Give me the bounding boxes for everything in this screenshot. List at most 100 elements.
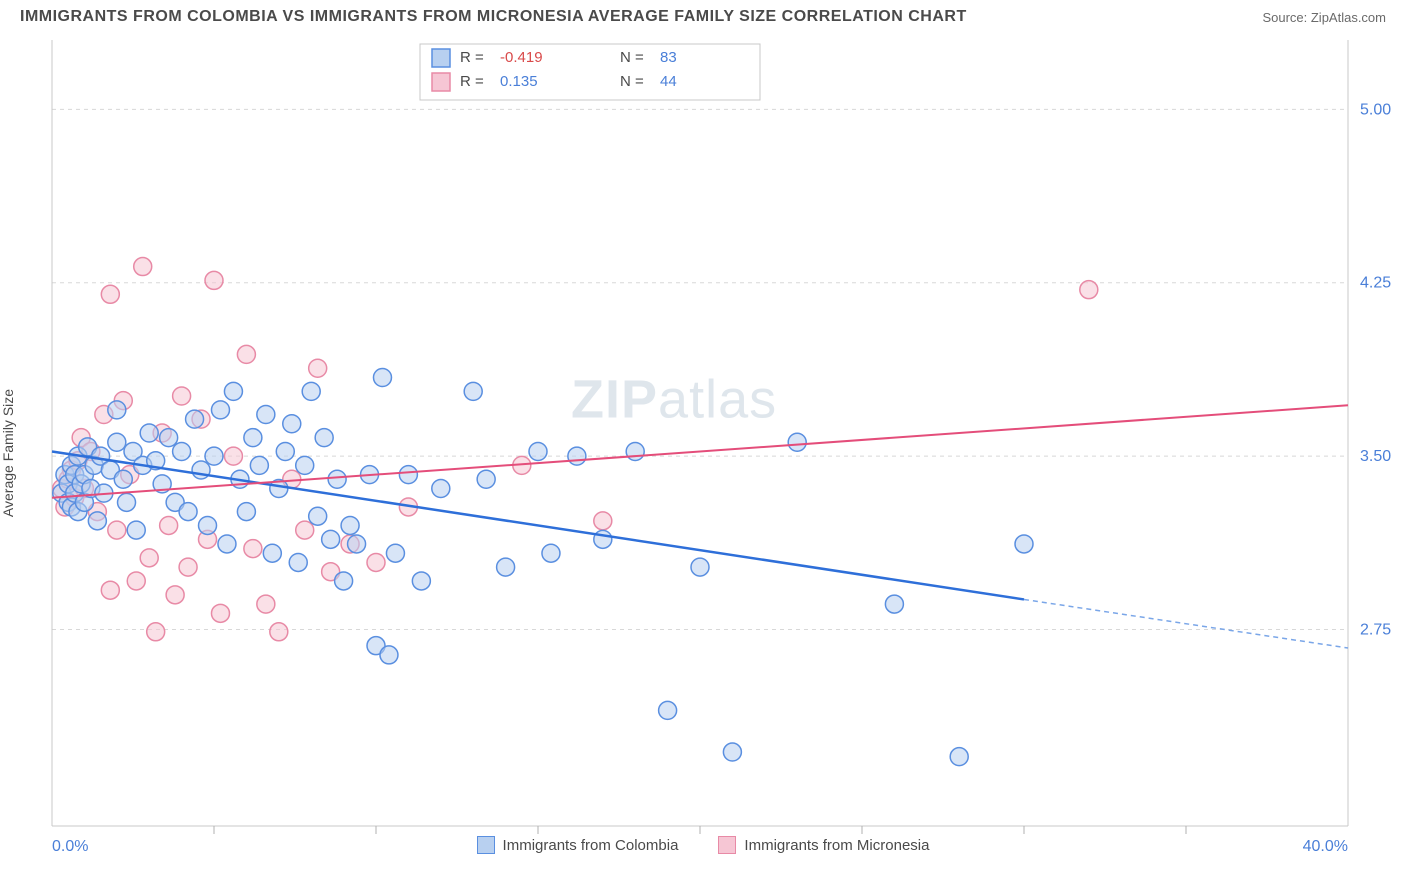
point-micronesia	[160, 516, 178, 534]
point-micronesia	[224, 447, 242, 465]
point-colombia	[328, 470, 346, 488]
point-colombia	[386, 544, 404, 562]
point-micronesia	[101, 581, 119, 599]
watermark: ZIPatlas	[571, 369, 777, 429]
legend-swatch-blue	[477, 836, 495, 854]
chart-title: IMMIGRANTS FROM COLOMBIA VS IMMIGRANTS F…	[20, 8, 967, 26]
point-colombia	[118, 493, 136, 511]
point-colombia	[108, 433, 126, 451]
point-colombia	[691, 558, 709, 576]
legend-n-label: N =	[620, 49, 644, 66]
point-colombia	[542, 544, 560, 562]
point-colombia	[477, 470, 495, 488]
legend-item-micronesia: Immigrants from Micronesia	[718, 836, 929, 854]
legend-n-value: 83	[660, 49, 677, 66]
point-colombia	[205, 447, 223, 465]
point-micronesia	[367, 553, 385, 571]
point-micronesia	[108, 521, 126, 539]
point-micronesia	[296, 521, 314, 539]
point-colombia	[114, 470, 132, 488]
point-micronesia	[309, 359, 327, 377]
point-colombia	[380, 646, 398, 664]
legend-r-label: R =	[460, 73, 484, 90]
legend-r-label: R =	[460, 49, 484, 66]
y-tick-label: 2.75	[1360, 622, 1391, 639]
point-colombia	[529, 442, 547, 460]
x-axis-min: 0.0%	[52, 838, 88, 856]
point-colombia	[160, 429, 178, 447]
legend-bottom: 0.0% Immigrants from Colombia Immigrants…	[0, 830, 1406, 860]
point-micronesia	[134, 258, 152, 276]
point-micronesia	[205, 271, 223, 289]
legend-n-value: 44	[660, 73, 677, 90]
point-colombia	[322, 530, 340, 548]
trend-line-colombia-extrapolated	[1024, 599, 1348, 648]
point-colombia	[127, 521, 145, 539]
point-colombia	[432, 479, 450, 497]
point-micronesia	[257, 595, 275, 613]
point-colombia	[723, 743, 741, 761]
point-colombia	[341, 516, 359, 534]
chart-area: Average Family Size 2.75 3.50 4.25 5.00 ZIPa…	[0, 30, 1406, 860]
point-colombia	[335, 572, 353, 590]
x-axis-max: 40.0%	[1303, 838, 1348, 856]
legend-swatch-pink	[718, 836, 736, 854]
point-colombia	[296, 456, 314, 474]
point-colombia	[173, 442, 191, 460]
y-tick-label: 5.00	[1360, 101, 1391, 118]
legend-swatch	[432, 73, 450, 91]
point-colombia	[315, 429, 333, 447]
point-colombia	[309, 507, 327, 525]
point-colombia	[412, 572, 430, 590]
point-colombia	[244, 429, 262, 447]
point-colombia	[464, 382, 482, 400]
y-tick-label: 4.25	[1360, 275, 1391, 292]
chart-header: IMMIGRANTS FROM COLOMBIA VS IMMIGRANTS F…	[0, 0, 1406, 30]
point-micronesia	[147, 623, 165, 641]
point-micronesia	[179, 558, 197, 576]
legend-swatch	[432, 49, 450, 67]
point-colombia	[224, 382, 242, 400]
point-colombia	[276, 442, 294, 460]
point-colombia	[1015, 535, 1033, 553]
legend-r-value: 0.135	[500, 73, 538, 90]
point-colombia	[257, 406, 275, 424]
point-colombia	[399, 466, 417, 484]
point-colombia	[659, 701, 677, 719]
point-colombia	[626, 442, 644, 460]
point-colombia	[263, 544, 281, 562]
point-micronesia	[101, 285, 119, 303]
point-colombia	[88, 512, 106, 530]
point-micronesia	[211, 604, 229, 622]
point-micronesia	[270, 623, 288, 641]
legend-r-value: -0.419	[500, 49, 543, 66]
point-colombia	[211, 401, 229, 419]
point-colombia	[108, 401, 126, 419]
point-colombia	[568, 447, 586, 465]
legend-item-colombia: Immigrants from Colombia	[477, 836, 679, 854]
point-colombia	[594, 530, 612, 548]
point-micronesia	[127, 572, 145, 590]
y-axis-label: Average Family Size	[0, 389, 16, 517]
point-micronesia	[166, 586, 184, 604]
point-colombia	[788, 433, 806, 451]
point-colombia	[218, 535, 236, 553]
point-colombia	[950, 748, 968, 766]
point-micronesia	[244, 540, 262, 558]
point-colombia	[179, 503, 197, 521]
point-micronesia	[173, 387, 191, 405]
point-colombia	[289, 553, 307, 571]
point-micronesia	[594, 512, 612, 530]
point-colombia	[140, 424, 158, 442]
point-micronesia	[140, 549, 158, 567]
point-colombia	[199, 516, 217, 534]
point-colombia	[885, 595, 903, 613]
y-tick-label: 3.50	[1360, 448, 1391, 465]
legend-n-label: N =	[620, 73, 644, 90]
point-micronesia	[1080, 281, 1098, 299]
point-colombia	[250, 456, 268, 474]
point-colombia	[348, 535, 366, 553]
scatter-chart: 2.75 3.50 4.25 5.00 ZIPatlas R = -0.419 N = 83…	[0, 30, 1406, 860]
point-colombia	[497, 558, 515, 576]
source-link[interactable]: ZipAtlas.com	[1311, 10, 1386, 25]
